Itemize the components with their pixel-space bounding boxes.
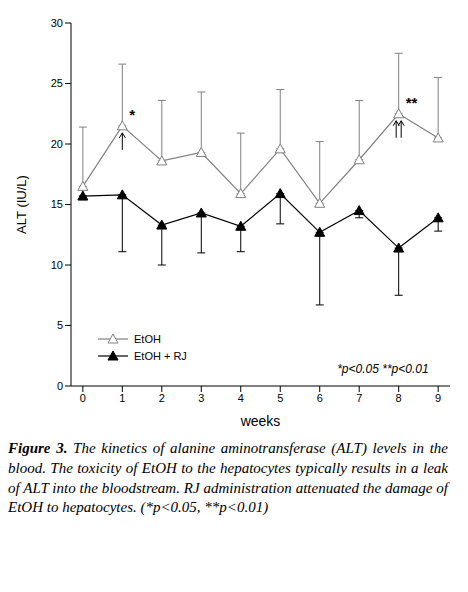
html-text:Figure 3. The kinetics of alan: Figure 3. The kinetics of alanine aminot… <box>8 440 448 516</box>
svg-text:2: 2 <box>159 392 165 404</box>
svg-text:7: 7 <box>356 392 362 404</box>
svg-text:ALT (IU/L): ALT (IU/L) <box>14 175 29 234</box>
svg-text:**: ** <box>406 94 418 111</box>
svg-text:0: 0 <box>80 392 86 404</box>
svg-text:8: 8 <box>396 392 402 404</box>
svg-text:20: 20 <box>51 138 63 150</box>
html-text:EtOH: EtOH <box>134 332 161 345</box>
svg-text:0: 0 <box>57 380 63 392</box>
svg-text:*: * <box>129 106 135 123</box>
svg-text:weeks: weeks <box>240 413 281 429</box>
svg-text:30: 30 <box>51 17 63 29</box>
svg-text:5: 5 <box>57 319 63 331</box>
svg-text:10: 10 <box>51 259 63 271</box>
svg-text:*p<0.05 **p<0.01: *p<0.05 **p<0.01 <box>337 362 428 376</box>
svg-text:5: 5 <box>277 392 283 404</box>
svg-text:9: 9 <box>435 392 441 404</box>
svg-text:4: 4 <box>238 392 244 404</box>
svg-text:25: 25 <box>51 77 63 89</box>
html-text:EtOH + RJ: EtOH + RJ <box>134 349 187 362</box>
svg-text:15: 15 <box>51 198 63 210</box>
svg-text:3: 3 <box>198 392 204 404</box>
svg-text:1: 1 <box>119 392 125 404</box>
svg-text:6: 6 <box>317 392 323 404</box>
